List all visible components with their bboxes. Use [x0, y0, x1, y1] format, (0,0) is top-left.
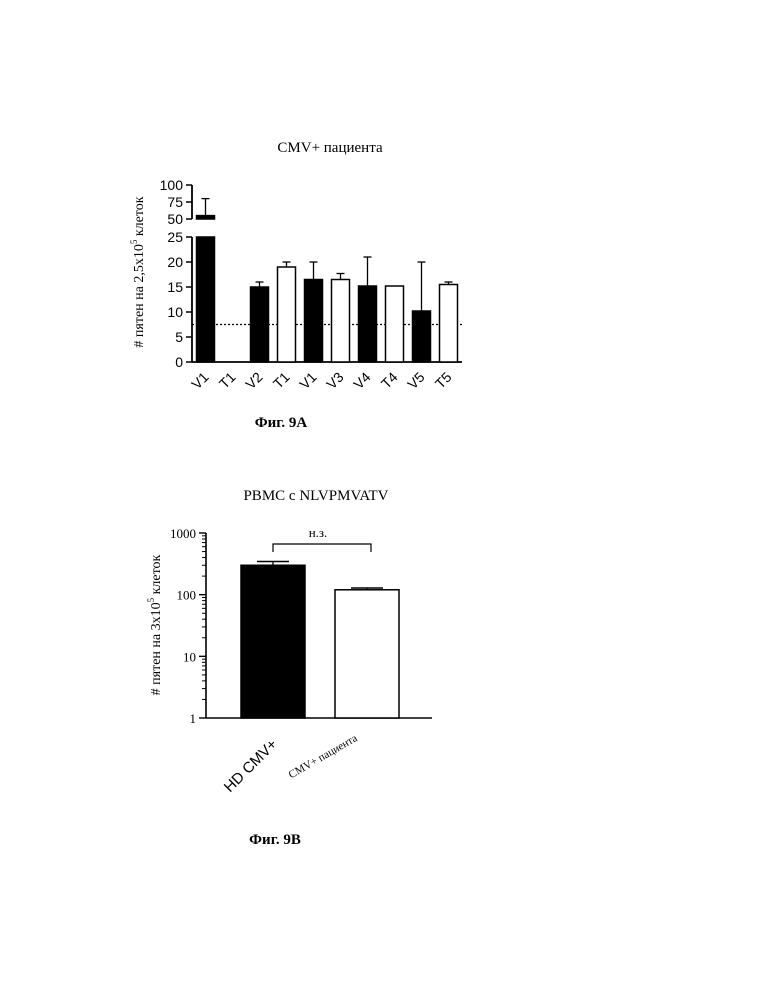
- chart-9a-ytick-label: 50: [167, 211, 183, 227]
- chart-9a-bar: [440, 285, 458, 363]
- chart-9a-xtick-label: T4: [378, 369, 401, 392]
- chart-9a-xtick-label: V3: [323, 369, 347, 393]
- chart-9a-ytick-label: 20: [167, 254, 183, 270]
- chart-9b-title: PBMC с NLVPMVATV: [243, 488, 388, 504]
- chart-9b-significance: н.з.: [273, 525, 371, 552]
- chart-9a-ylabel-tail: клеток: [132, 196, 147, 239]
- chart-9a-ytick-label: 75: [167, 194, 183, 210]
- chart-9a-xtick-label: T1: [216, 369, 239, 392]
- svg-text:# пятен на 2,5х105 клеток: # пятен на 2,5х105 клеток: [129, 196, 147, 347]
- chart-9b-significance-label: н.з.: [309, 525, 328, 540]
- chart-9b-ytick-label: 1000: [170, 526, 196, 541]
- chart-9b-ylabel-tail: клеток: [149, 554, 164, 597]
- chart-9a-xtick-label: V5: [404, 369, 428, 393]
- chart-9b-bar: [241, 565, 305, 718]
- chart-9a-title: CMV+ пациента: [277, 140, 383, 156]
- chart-9a-ytick-label: 100: [160, 177, 184, 193]
- chart-9a-bar-upper: [197, 216, 215, 219]
- chart-9a-ytick-label: 25: [167, 229, 183, 245]
- chart-9b-xtick-1: CMV+ пациента: [287, 732, 360, 781]
- chart-9a-ytick-label: 10: [167, 304, 183, 320]
- chart-9a-bar: [305, 280, 323, 363]
- chart-9b: PBMC с NLVPMVATV # пятен на 3х105 клеток…: [0, 470, 780, 987]
- chart-9a-xtick-label: T1: [270, 369, 293, 392]
- chart-9a-ylabel-main: # пятен на 2,5х10: [132, 244, 147, 347]
- chart-9b-ytick-label: 10: [183, 649, 196, 664]
- chart-9b-caption: Фиг. 9B: [249, 832, 301, 848]
- chart-9a-bar: [278, 267, 296, 362]
- chart-9a-bar: [359, 286, 377, 362]
- chart-9a-ytick-label: 5: [175, 329, 183, 345]
- chart-9a-bars: [197, 199, 458, 362]
- chart-9a-xtick-label: T5: [432, 369, 455, 392]
- chart-9a-xtick-label: V2: [242, 369, 266, 393]
- chart-9a-ylabel: # пятен на 2,5х105 клеток: [129, 196, 147, 347]
- chart-9a: CMV+ пациента # пятен на 2,5х105 клеток …: [0, 0, 780, 470]
- chart-9a-bar: [197, 237, 215, 362]
- chart-9a-xtick-label: V1: [188, 369, 212, 393]
- chart-9a-xtick-label: V1: [296, 369, 320, 393]
- chart-9a-bar: [413, 311, 431, 362]
- chart-9b-ylabel: # пятен на 3х105 клеток: [146, 554, 164, 695]
- chart-9b-ytick-label: 100: [177, 588, 197, 603]
- chart-9a-caption: Фиг. 9A: [255, 415, 308, 431]
- chart-9b-bar: [335, 590, 399, 718]
- chart-9b-ylabel-main: # пятен на 3х10: [149, 602, 164, 695]
- svg-text:# пятен на 3х105 клеток: # пятен на 3х105 клеток: [146, 554, 164, 695]
- chart-9a-bar: [386, 286, 404, 362]
- chart-9a-xtick-label: V4: [350, 369, 374, 393]
- chart-9a-bar: [251, 287, 269, 362]
- chart-9a-ytick-label: 15: [167, 279, 183, 295]
- chart-9a-bar: [332, 280, 350, 363]
- chart-9b-xtick-0: HD CMV+: [221, 736, 281, 796]
- chart-9a-ytick-label: 0: [175, 354, 183, 370]
- chart-9b-bars: [241, 562, 399, 718]
- chart-9a-xticks: V1T1V2T1V1V3V4T4V5T5: [188, 369, 455, 393]
- chart-9b-ytick-label: 1: [190, 711, 197, 726]
